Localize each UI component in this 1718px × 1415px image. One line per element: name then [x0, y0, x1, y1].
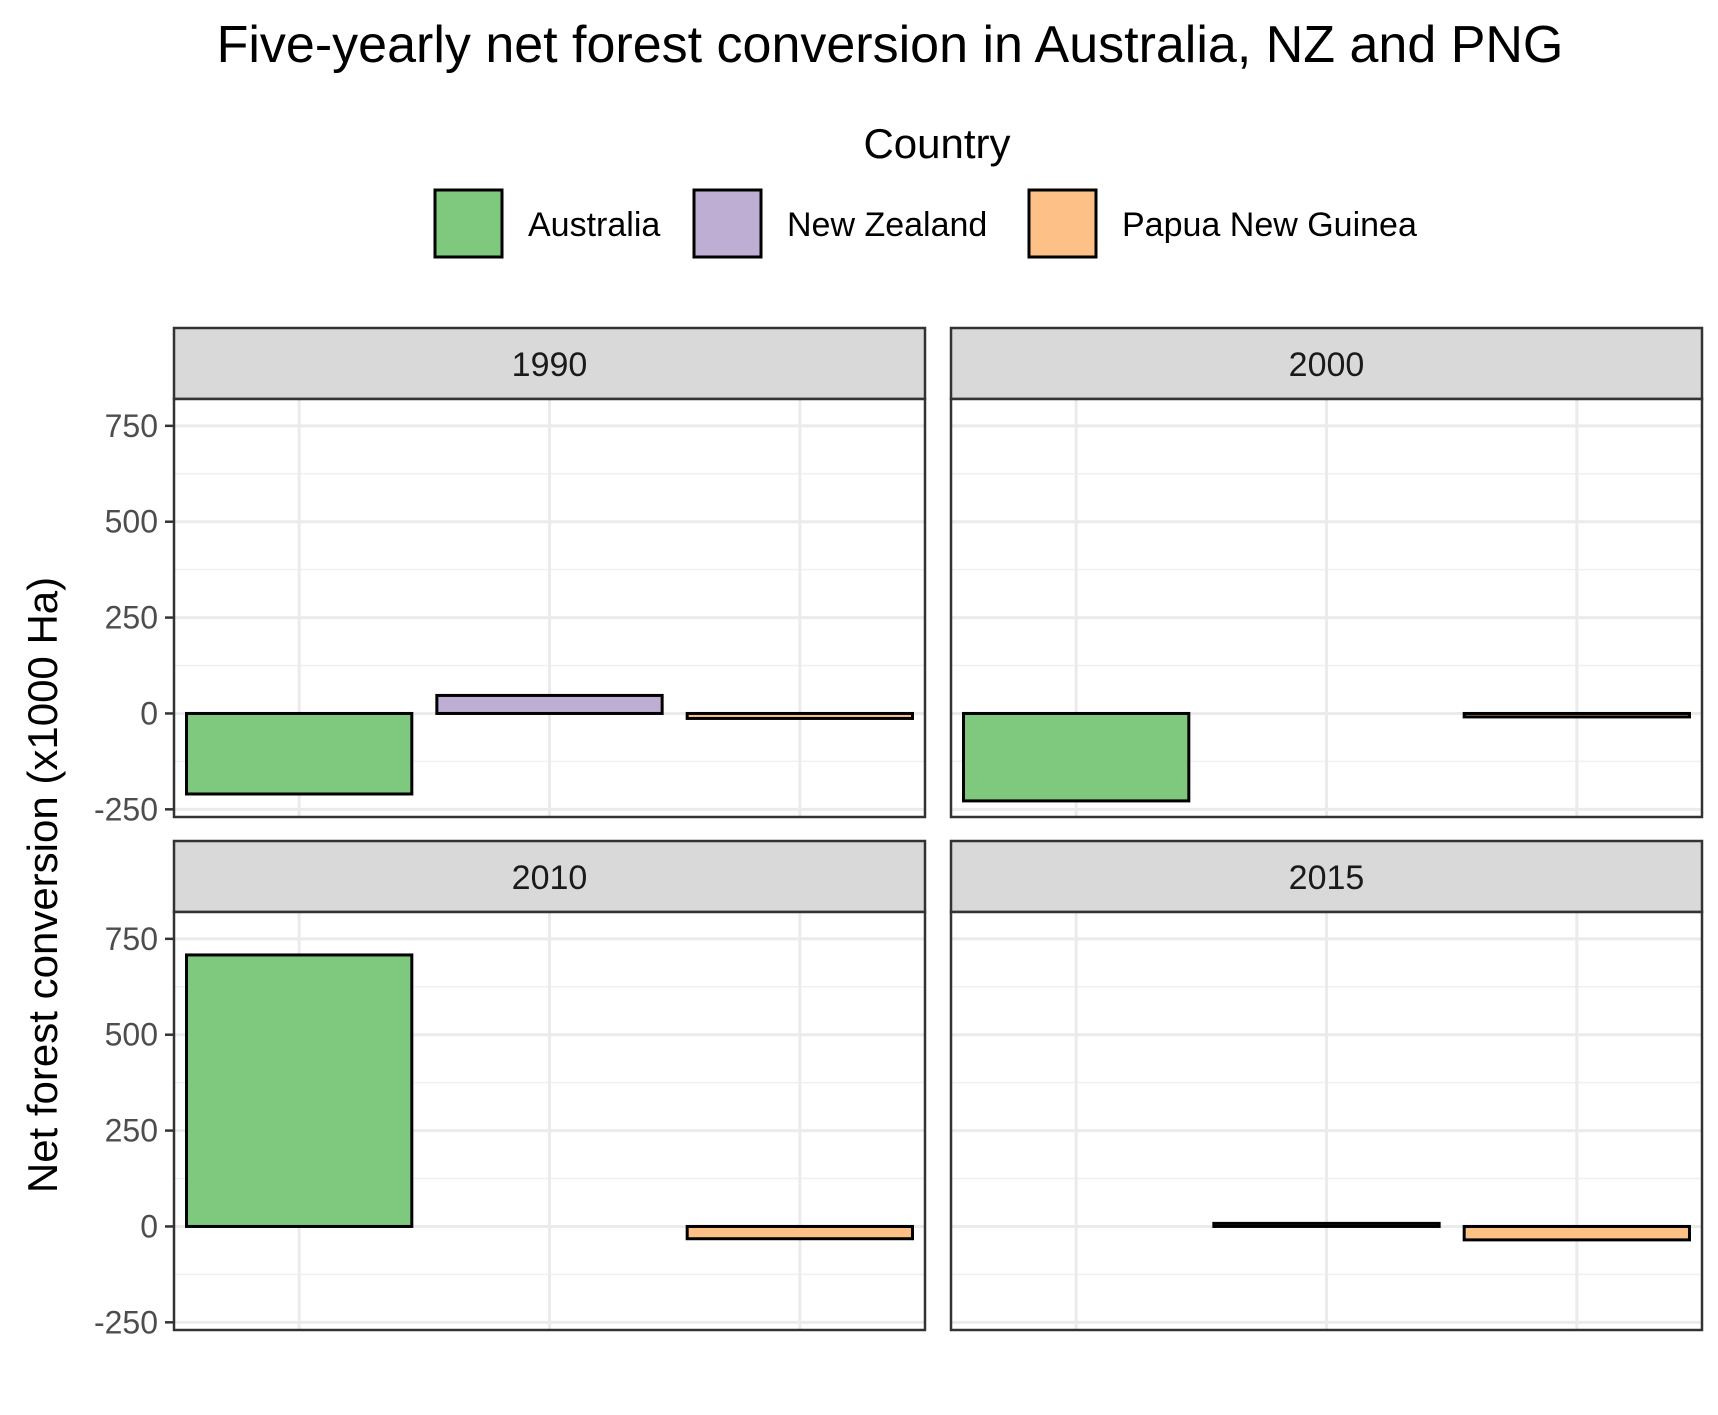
panel-border — [949, 910, 1704, 1332]
facet-strip — [949, 326, 1704, 401]
bar-new-zealand — [1212, 1221, 1441, 1228]
y-tick-label: 250 — [105, 1113, 158, 1149]
y-tick-label: 0 — [140, 695, 158, 731]
y-tick-label: 500 — [105, 1017, 158, 1053]
legend-label-australia: Australia — [528, 206, 660, 244]
chart-title: Five-yearly net forest conversion in Aus… — [217, 16, 1564, 74]
panel-border — [172, 397, 927, 819]
bar-papua-new-guinea — [1462, 711, 1691, 719]
y-tick-label: 750 — [105, 408, 158, 444]
facet-strip — [949, 839, 1704, 914]
legend-title: Country — [863, 120, 1010, 167]
bar-papua-new-guinea — [1462, 1224, 1691, 1242]
panel-2010: 2010 — [172, 839, 927, 1332]
legend-swatch-papua-new-guinea — [1027, 188, 1098, 259]
y-axes: -250 0 250 500 750 -250 0 250 500 750 — [94, 408, 174, 1340]
facet-panels: 1990 2000 2010 2015 — [172, 326, 1704, 1332]
facet-strip-label: 2010 — [512, 859, 588, 897]
panel-2000: 2000 — [949, 326, 1704, 819]
panel-border — [172, 910, 927, 1332]
legend-items: Australia New Zealand Papua New Guinea — [433, 188, 1417, 259]
legend-label-papua-new-guinea: Papua New Guinea — [1122, 206, 1417, 244]
bar-australia — [185, 953, 414, 1228]
legend-label-new-zealand: New Zealand — [787, 206, 987, 244]
y-tick-label: -250 — [94, 791, 158, 827]
legend-swatch-australia — [433, 188, 504, 259]
y-tick-label: 0 — [140, 1208, 158, 1244]
bar-papua-new-guinea — [685, 1224, 914, 1241]
bar-australia — [185, 711, 414, 796]
y-tick-label: 750 — [105, 921, 158, 957]
facet-strip — [172, 839, 927, 914]
panel-border — [949, 397, 1704, 819]
y-tick-label: 500 — [105, 504, 158, 540]
facet-strip — [172, 326, 927, 401]
facet-strip-label: 2000 — [1289, 346, 1365, 384]
y-axis-title: Net forest conversion (x1000 Ha) — [19, 577, 66, 1193]
bar-papua-new-guinea — [685, 711, 914, 720]
facet-strip-label: 2015 — [1289, 859, 1365, 897]
facet-strip-label: 1990 — [512, 346, 588, 384]
panel-1990: 1990 — [172, 326, 927, 819]
y-tick-label: -250 — [94, 1304, 158, 1340]
panel-2015: 2015 — [949, 839, 1704, 1332]
legend: Country Australia New Zealand Papua New Gu… — [433, 120, 1417, 259]
bar-australia — [962, 711, 1191, 803]
bar-new-zealand — [435, 693, 664, 715]
y-tick-label: 250 — [105, 600, 158, 636]
legend-swatch-new-zealand — [692, 188, 763, 259]
